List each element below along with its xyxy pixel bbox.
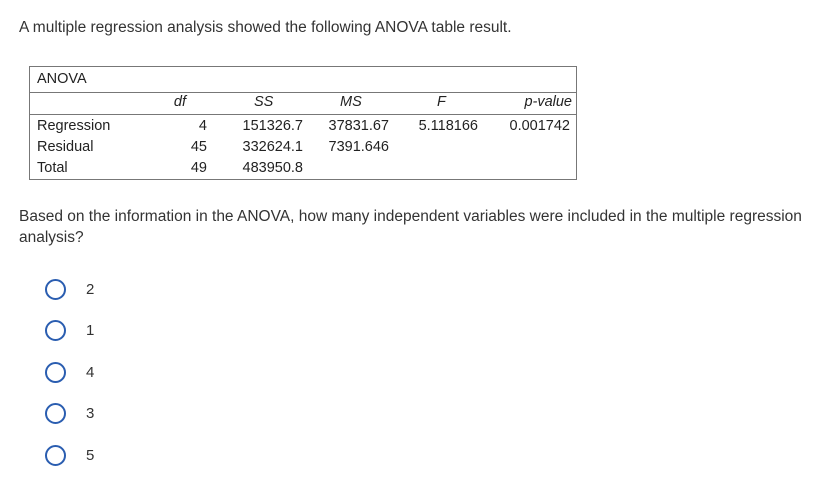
cell-df: 45 (190, 139, 207, 155)
table-title: ANOVA (37, 71, 87, 87)
radio-option-5[interactable] (45, 445, 66, 466)
cell-ss: 332624.1 (242, 139, 303, 155)
cell-ss: 151326.7 (242, 118, 303, 134)
option-label[interactable]: 5 (86, 447, 95, 464)
header-df: df (173, 94, 186, 110)
anova-table: ANOVA df SS MS F p-value Regression 4 15… (29, 66, 577, 180)
option-label[interactable]: 2 (86, 281, 95, 298)
header-f: F (437, 94, 446, 110)
intro-text: A multiple regression analysis showed th… (19, 19, 512, 36)
row-label: Residual (37, 139, 94, 155)
radio-option-1[interactable] (45, 279, 66, 300)
header-ms: MS (340, 94, 362, 110)
cell-df: 4 (198, 118, 207, 134)
option-label[interactable]: 3 (86, 405, 95, 422)
radio-option-2[interactable] (45, 320, 66, 341)
header-ss: SS (254, 94, 274, 110)
cell-ss: 483950.8 (242, 160, 303, 176)
cell-ms: 7391.646 (328, 139, 389, 155)
header-p-value: p-value (524, 94, 572, 110)
option-label[interactable]: 4 (86, 364, 95, 381)
radio-option-3[interactable] (45, 362, 66, 383)
radio-option-4[interactable] (45, 403, 66, 424)
question-text: Based on the information in the ANOVA, h… (19, 208, 802, 246)
row-label: Regression (37, 118, 111, 134)
cell-p: 0.001742 (509, 118, 570, 134)
row-label: Total (37, 160, 68, 176)
option-label[interactable]: 1 (86, 322, 95, 339)
cell-df: 49 (190, 160, 207, 176)
cell-ms: 37831.67 (328, 118, 389, 134)
cell-f: 5.118166 (418, 118, 478, 134)
